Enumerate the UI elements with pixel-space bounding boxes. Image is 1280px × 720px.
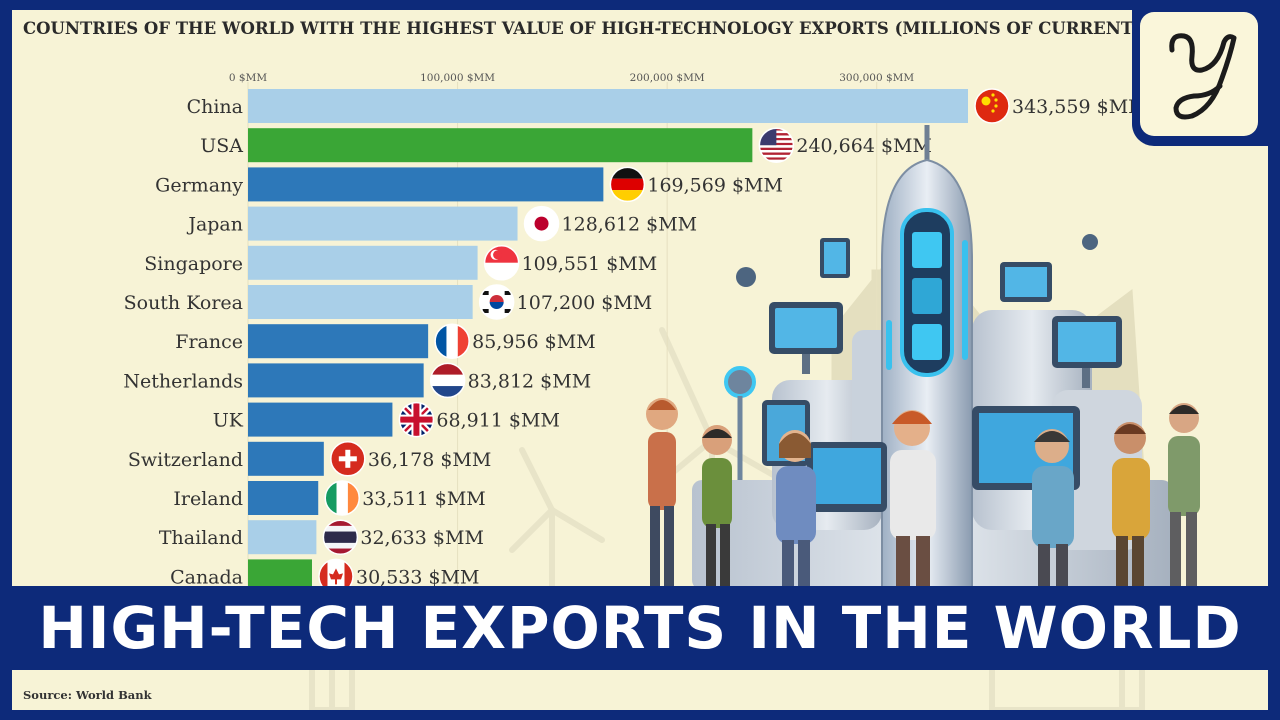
person-figure-6 — [1112, 422, 1150, 590]
value-label-thailand: 32,633 $MM — [360, 527, 484, 549]
bar-thailand — [248, 520, 317, 555]
ireland-flag-icon — [324, 480, 360, 516]
bar-netherlands — [248, 363, 424, 398]
bars: China 343,559 $MM USA 240,664 $MM Germany 169… — [123, 88, 1148, 590]
value-label-south-korea: 107,200 $MM — [517, 292, 653, 314]
bar-singapore — [248, 245, 478, 280]
usa-flag-icon — [758, 127, 795, 163]
bar-china — [248, 89, 968, 123]
chart-frame: COUNTRIES OF THE WORLD WITH THE HIGHEST … — [12, 10, 1268, 710]
uk-flag-icon — [398, 401, 435, 438]
bar-chart: 0 $MM 100,000 $MM 200,000 $MM 300,000 $MM C… — [123, 72, 1148, 590]
value-label-usa: 240,664 $MM — [796, 135, 932, 157]
switzerland-flag-icon — [330, 441, 366, 477]
value-label-netherlands: 83,812 $MM — [468, 370, 592, 392]
category-label-ireland: Ireland — [173, 488, 243, 510]
person-figure-3 — [776, 430, 816, 590]
chart-title: COUNTRIES OF THE WORLD WITH THE HIGHEST … — [23, 19, 1183, 38]
bar-germany — [248, 167, 604, 202]
x-tick-label: 300,000 $MM — [839, 72, 914, 84]
person-figure-7 — [1168, 403, 1200, 590]
thailand-flag-icon — [322, 519, 359, 555]
japan-flag-icon — [523, 205, 560, 242]
category-label-singapore: Singapore — [144, 253, 243, 275]
category-label-south-korea: South Korea — [124, 292, 243, 314]
bar-south-korea — [248, 285, 473, 319]
bar-japan — [248, 206, 518, 241]
category-label-usa: USA — [200, 135, 243, 157]
bar-canada — [248, 559, 312, 590]
bar-usa — [248, 128, 753, 163]
south-korea-flag-icon — [478, 284, 515, 320]
singapore-flag-icon — [483, 245, 520, 281]
category-label-switzerland: Switzerland — [128, 449, 243, 471]
value-label-china: 343,559 $MM — [1012, 96, 1148, 118]
channel-logo — [1132, 10, 1268, 146]
value-label-france: 85,956 $MM — [472, 331, 596, 353]
category-label-france: France — [175, 331, 243, 353]
logo-letter-y — [1169, 33, 1237, 120]
bar-ireland — [248, 481, 319, 515]
value-label-japan: 128,612 $MM — [562, 214, 698, 236]
category-label-netherlands: Netherlands — [123, 370, 243, 392]
x-tick-label: 200,000 $MM — [630, 72, 705, 84]
value-label-uk: 68,911 $MM — [436, 410, 560, 432]
netherlands-flag-icon — [429, 362, 466, 399]
tech-illustration — [646, 125, 1200, 590]
person-figure-1 — [646, 398, 678, 590]
category-label-thailand: Thailand — [159, 527, 243, 549]
category-label-japan: Japan — [186, 214, 243, 236]
china-flag-icon — [974, 88, 1010, 124]
category-label-germany: Germany — [155, 174, 243, 196]
x-tick-label: 100,000 $MM — [420, 72, 495, 84]
title-banner: HIGH-TECH EXPORTS IN THE WORLD — [12, 586, 1268, 670]
source-note: Source: World Bank — [23, 688, 152, 702]
france-flag-icon — [434, 323, 470, 359]
bar-uk — [248, 402, 393, 437]
person-figure-4 — [890, 410, 936, 590]
axis-ticks: 0 $MM 100,000 $MM 200,000 $MM 300,000 $MM — [229, 72, 915, 84]
value-label-germany: 169,569 $MM — [647, 174, 783, 196]
bar-switzerland — [248, 441, 324, 476]
category-label-canada: Canada — [170, 566, 243, 588]
category-label-uk: UK — [213, 410, 244, 432]
value-label-ireland: 33,511 $MM — [362, 488, 486, 510]
value-label-singapore: 109,551 $MM — [522, 253, 658, 275]
x-tick-label: 0 $MM — [229, 72, 267, 84]
person-figure-2 — [702, 425, 732, 590]
canada-flag-icon — [318, 558, 354, 590]
category-label-china: China — [187, 96, 243, 118]
value-label-canada: 30,533 $MM — [356, 566, 480, 588]
bar-france — [248, 324, 429, 359]
germany-flag-icon — [609, 166, 646, 203]
person-figure-5 — [1032, 429, 1074, 590]
value-label-switzerland: 36,178 $MM — [368, 449, 492, 471]
